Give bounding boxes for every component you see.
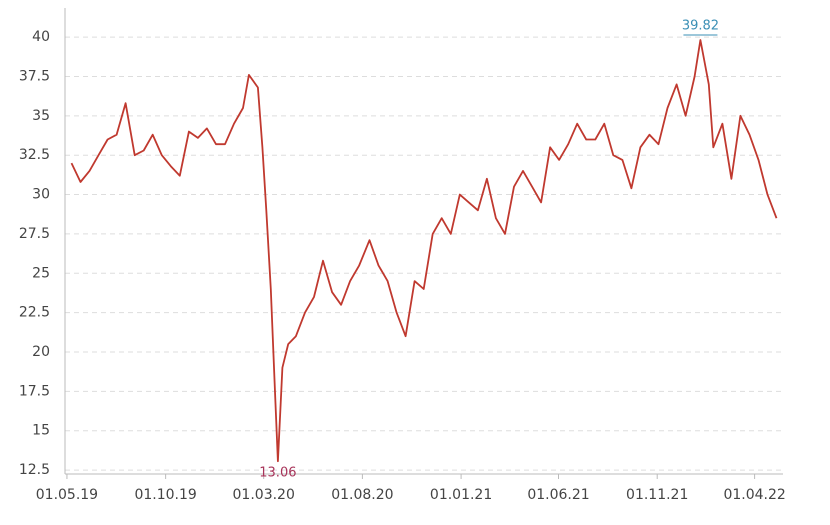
y-tick-label: 32.5 — [19, 147, 50, 163]
y-tick-label: 40 — [32, 29, 50, 45]
x-tick-label: 01.05.19 — [36, 487, 98, 503]
x-tick-label: 01.03.20 — [233, 487, 295, 503]
annotation-label: 13.06 — [259, 466, 296, 481]
y-tick-label: 15 — [32, 423, 50, 439]
y-tick-label: 35 — [32, 108, 50, 124]
y-tick-label: 20 — [32, 344, 50, 360]
y-tick-label: 12.5 — [19, 462, 50, 478]
x-tick-label: 01.11.21 — [626, 487, 688, 503]
y-tick-label: 22.5 — [19, 305, 50, 321]
y-tick-label: 27.5 — [19, 226, 50, 242]
y-tick-label: 37.5 — [19, 68, 50, 84]
x-tick-label: 01.04.22 — [723, 487, 785, 503]
y-tick-label: 25 — [32, 265, 50, 281]
x-tick-label: 01.08.20 — [331, 487, 393, 503]
line — [70, 39, 778, 463]
x-tick-label: 01.06.21 — [527, 487, 589, 503]
y-tick-label: 30 — [32, 187, 50, 203]
y-tick-label: 17.5 — [19, 383, 50, 399]
annotation-label: 39.82 — [682, 18, 719, 33]
x-tick-label: 01.10.19 — [134, 487, 196, 503]
x-tick-label: 01.01.21 — [430, 487, 492, 503]
